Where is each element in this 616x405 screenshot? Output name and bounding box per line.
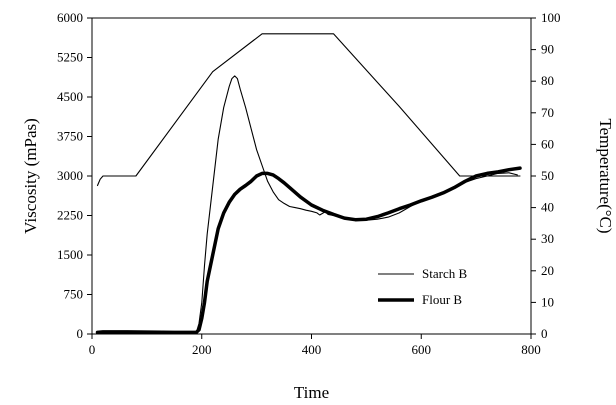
y2-tick-label: 70: [541, 105, 554, 120]
y2-tick-label: 40: [541, 200, 554, 215]
y-tick-label: 3750: [57, 129, 83, 144]
y-tick-label: 1500: [57, 247, 83, 262]
y2-tick-label: 20: [541, 263, 554, 278]
y2-tick-label: 30: [541, 231, 554, 246]
y-tick-label: 5250: [57, 50, 83, 65]
x-tick-label: 800: [521, 342, 541, 357]
y-tick-label: 2250: [57, 208, 83, 223]
y2-tick-label: 50: [541, 168, 554, 183]
y2-tick-label: 80: [541, 73, 554, 88]
temperature-line: [96, 33, 521, 187]
y2-axis-title: Temperature(°C): [596, 118, 615, 233]
x-tick-label: 400: [302, 342, 322, 357]
y-tick-label: 3000: [57, 168, 83, 183]
x-axis-title: Time: [294, 383, 329, 402]
y-tick-label: 0: [77, 326, 84, 341]
x-tick-label: 0: [89, 342, 96, 357]
legend-label-flour-b: Flour B: [422, 292, 462, 307]
flour-b-line: [95, 166, 522, 335]
x-tick-label: 200: [192, 342, 212, 357]
y-axis-title: Viscosity (mPas): [21, 118, 40, 234]
y-tick-label: 4500: [57, 89, 83, 104]
legend-label-starch-b: Starch B: [422, 266, 467, 281]
y2-tick-label: 0: [541, 326, 548, 341]
y2-tick-label: 90: [541, 42, 554, 57]
y2-tick-label: 100: [541, 10, 561, 25]
y-tick-label: 6000: [57, 10, 83, 25]
x-tick-label: 600: [412, 342, 432, 357]
y2-tick-label: 60: [541, 136, 554, 151]
y2-tick-label: 10: [541, 294, 554, 309]
y-tick-label: 750: [64, 287, 84, 302]
